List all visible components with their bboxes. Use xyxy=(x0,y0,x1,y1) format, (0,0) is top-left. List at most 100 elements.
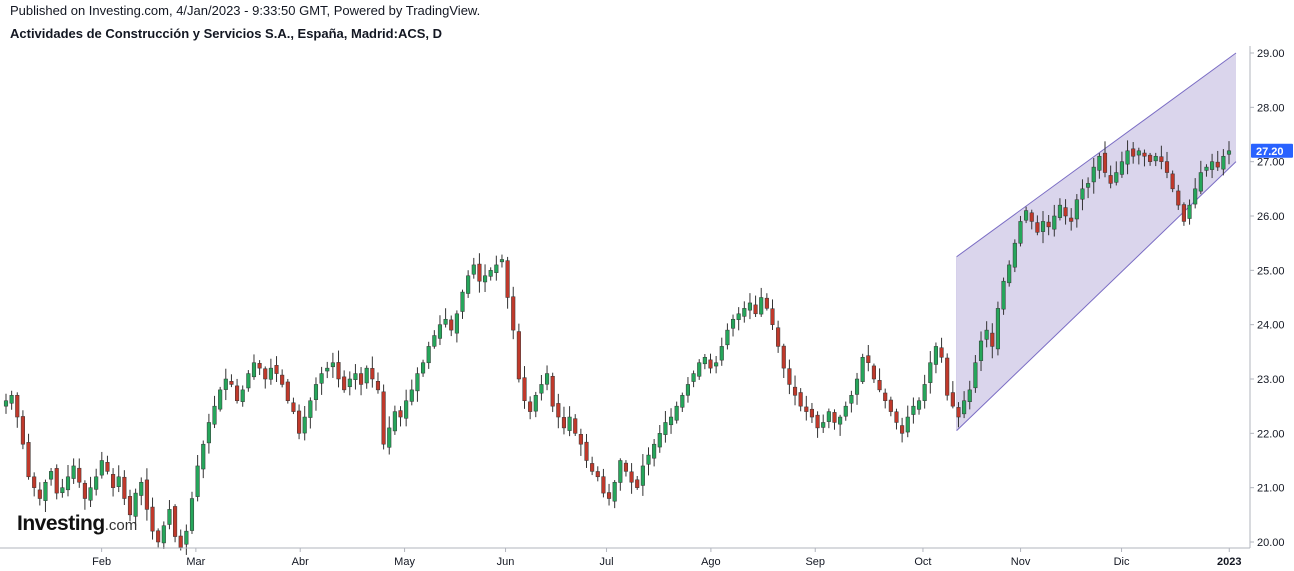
candle-body xyxy=(753,304,758,315)
candle-body xyxy=(1159,156,1164,162)
candle-body xyxy=(111,474,116,488)
candle xyxy=(815,411,820,438)
candle xyxy=(652,438,657,467)
candle-body xyxy=(635,479,640,488)
candle-body xyxy=(1114,172,1119,183)
candle-body xyxy=(9,395,14,404)
candle-body xyxy=(826,411,831,422)
candle-body xyxy=(809,408,814,418)
candle-body xyxy=(319,373,324,384)
candle-body xyxy=(127,496,133,516)
candle-body xyxy=(1074,199,1079,220)
candle xyxy=(1097,153,1102,179)
candle-body xyxy=(595,471,600,478)
candle-body xyxy=(1108,175,1113,184)
candle xyxy=(759,287,764,317)
candle-body xyxy=(274,365,279,374)
candle-body xyxy=(325,367,330,372)
candle-body xyxy=(201,443,206,470)
candle-body xyxy=(815,414,820,429)
candle xyxy=(826,408,831,429)
candle xyxy=(3,393,9,414)
candle xyxy=(285,378,290,404)
candle-body xyxy=(567,416,572,431)
candle-body xyxy=(1176,190,1181,206)
candle xyxy=(567,406,572,437)
candle-body xyxy=(680,395,685,408)
candle-body xyxy=(370,368,375,380)
candle xyxy=(347,371,352,396)
candle xyxy=(308,397,313,429)
candle xyxy=(629,463,634,494)
candle xyxy=(488,267,493,281)
candle xyxy=(798,388,803,412)
channel-area xyxy=(956,53,1236,431)
candle-body xyxy=(144,479,149,510)
candle xyxy=(449,315,454,337)
candle-body xyxy=(218,389,223,410)
candle xyxy=(561,406,567,435)
candle xyxy=(1131,142,1136,164)
candle-body xyxy=(246,373,251,389)
candle xyxy=(978,331,984,372)
candle xyxy=(415,367,420,402)
candle-body xyxy=(1052,215,1057,230)
candle-body xyxy=(539,384,544,394)
chart-title: Actividades de Construcción y Servicios … xyxy=(10,26,443,41)
candle-body xyxy=(189,498,195,531)
candle-body xyxy=(483,275,488,283)
candle-body xyxy=(240,389,245,402)
candle-body xyxy=(702,357,707,365)
candle-body xyxy=(657,433,662,448)
candle xyxy=(1136,147,1141,165)
candle-body xyxy=(195,465,200,497)
candle xyxy=(127,489,133,522)
candle-body xyxy=(871,365,876,380)
candle-body xyxy=(251,362,257,378)
candle-body xyxy=(894,411,899,423)
candle xyxy=(691,370,696,388)
candle xyxy=(1210,153,1215,179)
candle xyxy=(900,417,905,443)
candle xyxy=(1035,215,1040,236)
candle xyxy=(933,342,938,374)
candle xyxy=(342,370,347,393)
candle xyxy=(708,353,713,374)
candle-body xyxy=(1125,150,1130,165)
candle xyxy=(15,392,20,428)
y-tick-label: 28.00 xyxy=(1257,102,1285,114)
candle xyxy=(94,468,99,496)
candle xyxy=(454,310,459,343)
candle xyxy=(1119,151,1124,178)
candle xyxy=(251,354,257,380)
candle-body xyxy=(511,296,516,331)
candle xyxy=(1007,260,1012,287)
candle xyxy=(133,488,138,526)
axes xyxy=(0,46,1251,549)
x-axis-ticks: Feb Mar Abr May Jun Jul Ago Sep Oct Nov Dic 2023 xyxy=(92,548,1242,568)
candle xyxy=(883,388,888,409)
candle-body xyxy=(1046,221,1051,228)
candle xyxy=(77,458,82,488)
candle xyxy=(246,370,251,392)
candle-body xyxy=(105,462,110,472)
candle xyxy=(173,504,178,543)
candle xyxy=(1063,199,1068,225)
candle xyxy=(753,295,758,317)
candle xyxy=(916,397,922,415)
candle xyxy=(65,464,71,497)
candle xyxy=(1018,215,1023,247)
candle xyxy=(82,480,87,510)
candle xyxy=(319,366,324,395)
candle-body xyxy=(178,535,183,548)
candle-body xyxy=(792,386,798,396)
candle xyxy=(1198,160,1203,195)
candle-body xyxy=(94,476,99,490)
candle xyxy=(297,404,302,440)
candle xyxy=(156,528,161,548)
candle-body xyxy=(167,509,172,525)
candle-body xyxy=(37,489,42,499)
candle xyxy=(522,366,527,409)
candle-body xyxy=(454,313,459,334)
candle-body xyxy=(759,297,764,315)
